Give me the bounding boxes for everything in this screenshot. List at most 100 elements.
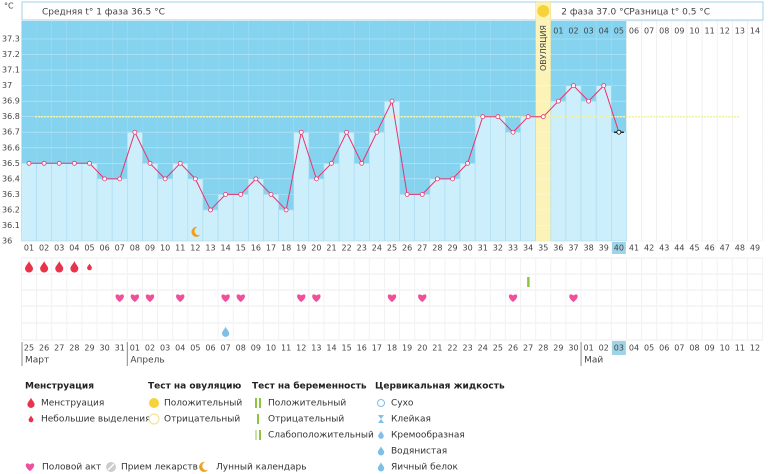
- legend-icon: [255, 398, 257, 408]
- month-label: Апрель: [130, 356, 164, 366]
- month-label: Март: [25, 356, 49, 366]
- bar: [217, 194, 234, 242]
- temperature-point: [56, 160, 62, 166]
- bar: [157, 178, 173, 242]
- day-number: 03: [54, 244, 64, 253]
- date-label: 31: [115, 344, 125, 353]
- date-label: 07: [221, 344, 231, 353]
- empty-column: [626, 20, 642, 242]
- intercourse-heart: [387, 294, 397, 302]
- bar: [232, 194, 249, 242]
- post-ovulation-day: 13: [735, 27, 745, 36]
- legend-title: Тест на овуляцию: [148, 382, 241, 392]
- legend-icon: [255, 430, 257, 440]
- intercourse-heart: [115, 294, 124, 302]
- bar: [429, 178, 446, 242]
- day-number: 47: [720, 244, 730, 253]
- date-label: 25: [24, 344, 34, 353]
- bar: [399, 194, 415, 242]
- y-tick-label: 36.3: [2, 190, 20, 199]
- date-label: 25: [493, 344, 503, 353]
- bar: [172, 163, 189, 242]
- temperature-point: [571, 83, 576, 89]
- legend-icon: [377, 462, 385, 472]
- day-number: 36: [553, 244, 563, 253]
- legend-icon: [28, 415, 34, 423]
- temperature-point: [223, 191, 229, 197]
- temperature-point: [480, 114, 486, 120]
- empty-column: [732, 20, 748, 242]
- date-label: 21: [432, 344, 442, 353]
- date-label: 07: [674, 344, 684, 353]
- temperature-point: [389, 98, 395, 104]
- temperature-point: [344, 129, 350, 135]
- bar: [323, 163, 340, 242]
- date-label: 30: [568, 344, 578, 353]
- bar: [187, 178, 204, 242]
- empty-column: [641, 20, 657, 242]
- legend-item: Отрицательный: [164, 415, 240, 425]
- day-number: 20: [311, 244, 321, 253]
- date-label: 11: [735, 344, 745, 353]
- y-tick-label: 36.2: [2, 205, 20, 214]
- day-number: 25: [387, 244, 397, 253]
- day-number: 15: [236, 244, 246, 253]
- y-tick-label: 37.3: [2, 35, 20, 44]
- bar: [51, 163, 68, 242]
- legend-item: Прием лекарств: [121, 463, 198, 473]
- unit-label: °C: [4, 2, 14, 11]
- legend-item: Яичный белок: [391, 463, 458, 473]
- day-number: 21: [326, 244, 336, 253]
- post-ovulation-day: 12: [720, 27, 730, 36]
- date-label: 09: [705, 344, 715, 353]
- spotting-drop: [87, 263, 92, 271]
- y-tick-label: 36.6: [2, 143, 20, 152]
- temperature-point: [238, 191, 244, 197]
- date-label: 30: [100, 344, 110, 353]
- bar: [550, 100, 567, 242]
- day-number: 49: [750, 244, 760, 253]
- date-label: 03: [614, 344, 624, 353]
- intercourse-heart: [130, 294, 140, 302]
- day-number: 08: [130, 244, 140, 253]
- temperature-point: [616, 129, 622, 135]
- date-label: 14: [326, 344, 336, 353]
- empty-column: [701, 20, 718, 242]
- day-number: 09: [145, 244, 155, 253]
- day-number: 11: [175, 244, 185, 253]
- bar: [565, 85, 582, 242]
- day-number: 29: [447, 244, 457, 253]
- day-number: 26: [402, 244, 412, 253]
- legend-icon: [378, 415, 384, 423]
- day-number: 45: [689, 244, 699, 253]
- day-number: 19: [296, 244, 306, 253]
- legend-item: Положительный: [164, 399, 242, 409]
- day-number: 39: [599, 244, 609, 253]
- day-number: 23: [357, 244, 367, 253]
- intercourse-heart: [508, 294, 518, 302]
- day-number: 31: [478, 244, 488, 253]
- date-label: 12: [750, 344, 760, 353]
- legend-item: Положительный: [268, 399, 346, 409]
- bar: [444, 178, 461, 242]
- post-ovulation-day: 07: [644, 27, 654, 36]
- date-label: 10: [266, 344, 276, 353]
- date-label: 24: [478, 344, 488, 353]
- temperature-point: [525, 114, 531, 120]
- intercourse-heart: [176, 294, 185, 302]
- temperature-point: [434, 176, 440, 182]
- day-number: 10: [160, 244, 170, 253]
- temperature-point: [41, 160, 47, 166]
- temperature-point: [117, 176, 123, 182]
- day-number: 01: [24, 244, 34, 253]
- date-label: 20: [417, 344, 427, 353]
- current-date-box: [611, 341, 626, 355]
- temperature-point: [147, 160, 153, 166]
- day-number: 05: [84, 244, 94, 253]
- y-tick-label: 36.5: [2, 159, 20, 168]
- date-label: 04: [175, 344, 185, 353]
- legend-item: Клейкая: [391, 415, 431, 425]
- lh-test-positive: [527, 277, 530, 287]
- post-ovulation-day: 11: [705, 27, 715, 36]
- date-label: 29: [553, 344, 563, 353]
